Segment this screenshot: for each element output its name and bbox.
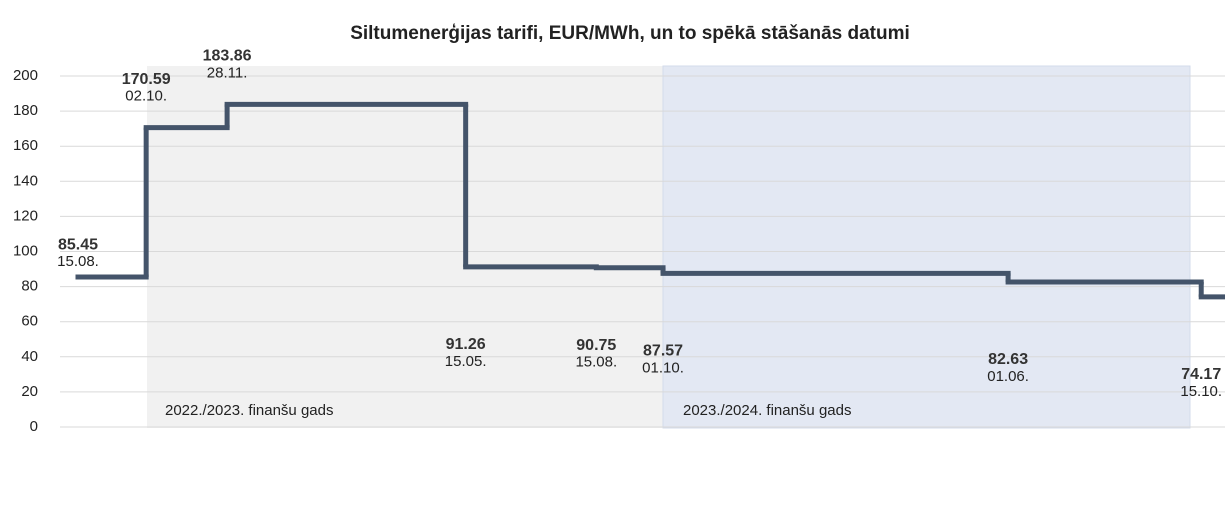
date-label: 15.08.	[575, 354, 617, 371]
value-label: 90.75	[576, 337, 616, 354]
date-label: 01.06.	[987, 368, 1029, 385]
date-label: 15.08.	[57, 253, 99, 270]
y-tick-label: 140	[13, 172, 38, 189]
y-tick-label: 100	[13, 242, 38, 259]
band-label: 2023./2024. finanšu gads	[683, 402, 851, 419]
value-label: 170.59	[122, 71, 171, 88]
date-label: 15.05.	[445, 353, 487, 370]
y-tick-label: 20	[21, 383, 38, 400]
y-tick-label: 120	[13, 207, 38, 224]
value-label: 91.26	[446, 336, 486, 353]
y-tick-label: 180	[13, 102, 38, 119]
y-tick-label: 60	[21, 313, 38, 330]
band-label: 2022./2023. finanšu gads	[165, 402, 333, 419]
y-tick-label: 80	[21, 278, 38, 295]
date-label: 15.10.	[1180, 383, 1222, 400]
date-label: 02.10.	[125, 88, 167, 105]
value-label: 183.86	[203, 48, 252, 65]
value-label: 82.63	[988, 351, 1028, 368]
y-tick-label: 40	[21, 348, 38, 365]
y-tick-label: 160	[13, 137, 38, 154]
date-label: 28.11.	[207, 64, 248, 81]
date-label: 01.10.	[642, 359, 684, 376]
y-tick-label: 200	[13, 67, 38, 84]
fiscal-band	[662, 65, 1191, 429]
value-label: 85.45	[58, 236, 98, 253]
value-label: 74.17	[1181, 366, 1221, 383]
value-label: 87.57	[643, 343, 683, 360]
fiscal-band	[147, 66, 663, 428]
chart-title: Siltumenerģijas tarifi, EUR/MWh, un to s…	[350, 23, 910, 44]
y-tick-label: 0	[30, 418, 38, 435]
